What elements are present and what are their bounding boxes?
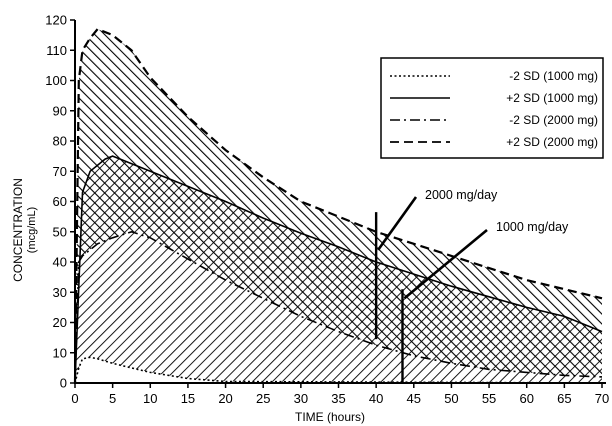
y-axis-title: CONCENTRATION	[11, 178, 25, 282]
y-tick-label-100: 100	[45, 73, 67, 88]
y-tick-label-30: 30	[53, 285, 67, 300]
x-tick-label-55: 55	[482, 391, 496, 406]
annotation-1000mg-label: 1000 mg/day	[496, 220, 569, 234]
y-tick-label-0: 0	[60, 376, 67, 391]
legend-entry-3: -2 SD (2000 mg)	[390, 113, 598, 127]
series-lines	[73, 27, 603, 384]
y-tick-label-10: 10	[53, 345, 67, 360]
x-tick-label-65: 65	[557, 391, 571, 406]
axes: 0 5 10 15 20 25 30 35 40 45 50 55 60 65 70 0 10 20 30 40 50 6…	[45, 13, 609, 407]
leader-line-1000	[403, 228, 488, 300]
axis-titles: TIME (hours) CONCENTRATION (mcg/mL)	[11, 178, 365, 424]
legend-label-4: +2 SD (2000 mg)	[506, 135, 598, 149]
legend-entry-4: +2 SD (2000 mg)	[390, 135, 598, 149]
series-line-4	[73, 27, 603, 384]
annotation-2000mg-label: 2000 mg/day	[425, 188, 498, 202]
y-tick-label-70: 70	[53, 164, 67, 179]
y-tick-label-90: 90	[53, 103, 67, 118]
legend-label-1: -2 SD (1000 mg)	[509, 69, 598, 83]
series-line-1	[74, 356, 603, 384]
x-tick-label-5: 5	[109, 391, 116, 406]
x-tick-label-50: 50	[444, 391, 458, 406]
legend-entry-2: +2 SD (1000 mg)	[390, 91, 598, 105]
x-tick-label-70: 70	[595, 391, 609, 406]
series-line-2	[74, 155, 603, 384]
x-tick-label-15: 15	[181, 391, 195, 406]
x-tick-label-40: 40	[369, 391, 383, 406]
x-axis-title: TIME (hours)	[295, 410, 365, 424]
hatched-bands	[75, 29, 602, 383]
x-tick-label-45: 45	[407, 391, 421, 406]
y-tick-label-60: 60	[53, 194, 67, 209]
x-tick-label-30: 30	[294, 391, 308, 406]
series-line-3	[74, 230, 603, 384]
y-tick-label-40: 40	[53, 255, 67, 270]
y-tick-label-50: 50	[53, 224, 67, 239]
leader-line-2000	[377, 196, 418, 251]
x-tick-label-20: 20	[218, 391, 232, 406]
x-tick-label-0: 0	[71, 391, 78, 406]
x-tick-label-60: 60	[519, 391, 533, 406]
legend-label-3: -2 SD (2000 mg)	[509, 113, 598, 127]
y-tick-label-110: 110	[46, 43, 67, 58]
y-tick-label-120: 120	[45, 13, 67, 28]
annotations: 2000 mg/day 1000 mg/day	[374, 188, 569, 383]
legend: -2 SD (1000 mg) +2 SD (1000 mg) -2 SD (2…	[380, 57, 604, 159]
x-tick-label-35: 35	[331, 391, 345, 406]
y-axis-unit: (mcg/mL)	[26, 207, 38, 253]
x-tick-label-10: 10	[143, 391, 157, 406]
y-tick-label-20: 20	[53, 315, 67, 330]
x-tick-label-25: 25	[256, 391, 270, 406]
legend-entry-1: -2 SD (1000 mg)	[390, 69, 598, 83]
band-1000mg	[75, 156, 602, 383]
y-tick-label-80: 80	[53, 134, 67, 149]
legend-label-2: +2 SD (1000 mg)	[506, 91, 598, 105]
